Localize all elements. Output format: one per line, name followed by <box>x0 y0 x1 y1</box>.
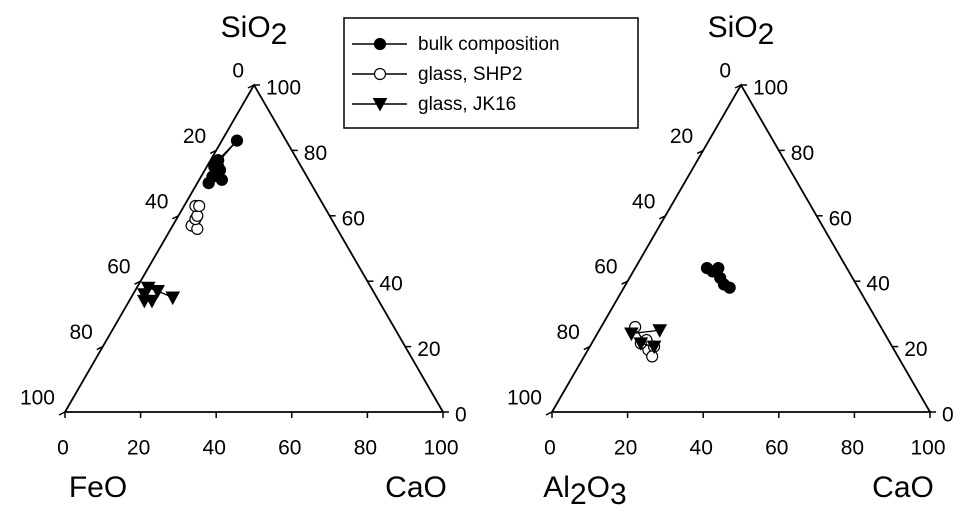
bottom-tick-label: 100 <box>423 437 458 460</box>
left-tick-label: 20 <box>670 125 693 148</box>
left-tick-label: 20 <box>183 125 206 148</box>
right-tick-label: 20 <box>904 338 927 361</box>
right-ternary: 0 0 0 20 20 20 40 40 40 60 60 60 80 80 80 100 100 100 SiO2… <box>507 11 954 511</box>
legend-entry: bulk composition <box>352 34 560 55</box>
right-tick-label: 40 <box>379 273 402 296</box>
bottom-tick-label: 20 <box>614 437 637 460</box>
left-axis-tick <box>172 215 179 220</box>
ternary-plots: 0 0 0 20 20 20 40 40 40 60 60 60 80 80 80 100 100 100 SiO2… <box>20 11 954 511</box>
data-point <box>208 160 221 173</box>
data-point <box>717 278 731 291</box>
legend-entry: glass, JK16 <box>352 94 516 115</box>
right-tick-label: 60 <box>342 207 365 230</box>
vertex-label-left: Al2O3 <box>543 471 626 511</box>
data-point <box>633 337 649 351</box>
bottom-tick-label: 60 <box>278 437 301 460</box>
legend-marker <box>373 67 387 81</box>
data-point <box>230 134 244 147</box>
series-2 <box>137 281 181 309</box>
vertex-label-top: SiO2 <box>708 11 775 51</box>
vertex-label-top: SiO2 <box>221 11 288 51</box>
data-point <box>191 222 204 235</box>
data-point <box>137 288 152 302</box>
left-tick-label: 0 <box>232 60 244 83</box>
left-tick-label: 100 <box>20 387 55 410</box>
legend-marker <box>372 98 388 112</box>
right-tick-label: 60 <box>829 207 852 230</box>
bottom-tick-label: 0 <box>544 437 556 460</box>
left-axis-tick <box>545 411 553 416</box>
series-0 <box>700 262 736 294</box>
series-line <box>631 329 660 335</box>
left-tick-label: 40 <box>632 190 655 213</box>
left-tick-label: 40 <box>145 190 168 213</box>
triangle-frame <box>550 83 932 413</box>
data-point <box>652 324 668 338</box>
legend-label: glass, SHP2 <box>418 64 523 85</box>
left-axis-tick <box>209 149 217 155</box>
vertex-label-right: CaO <box>385 471 447 504</box>
left-axis-tick <box>659 215 666 220</box>
data-point <box>646 350 659 363</box>
right-tick-label: 0 <box>942 404 954 427</box>
left-tick-label: 80 <box>69 321 92 344</box>
legend-marker <box>373 37 387 51</box>
bottom-tick-label: 20 <box>127 437 150 460</box>
bottom-tick-label: 80 <box>841 437 864 460</box>
data-point <box>140 281 156 296</box>
right-tick-label: 80 <box>304 142 327 165</box>
right-tick-label: 100 <box>266 77 301 100</box>
data-point <box>137 294 152 309</box>
bottom-tick-label: 80 <box>354 437 377 460</box>
left-axis-tick <box>247 84 255 89</box>
series-2 <box>624 324 668 355</box>
bottom-tick-label: 40 <box>203 437 226 460</box>
bottom-tick-label: 40 <box>690 437 713 460</box>
legend-label: glass, JK16 <box>418 94 516 115</box>
data-point <box>624 327 639 342</box>
left-axis-tick <box>734 84 742 89</box>
left-tick-label: 100 <box>507 387 542 410</box>
data-point <box>646 340 662 355</box>
right-tick-label: 80 <box>791 142 814 165</box>
vertex-label-left: FeO <box>69 471 127 504</box>
bottom-tick-label: 100 <box>910 437 945 460</box>
right-tick-label: 20 <box>417 338 440 361</box>
vertex-label-right: CaO <box>872 471 934 504</box>
series-0 <box>202 134 244 190</box>
left-tick-label: 60 <box>107 256 130 279</box>
data-point <box>150 285 165 299</box>
left-tick-label: 60 <box>594 256 617 279</box>
left-axis-tick <box>134 280 141 285</box>
legend: bulk composition glass, SHP2 glass, JK16 <box>343 17 639 129</box>
left-axis-tick <box>621 280 628 285</box>
left-axis-tick <box>583 345 591 351</box>
left-ternary: 0 0 0 20 20 20 40 40 40 60 60 60 80 80 80 100 100 100 SiO2… <box>20 11 467 504</box>
legend-label: bulk composition <box>418 34 560 55</box>
triangle-frame <box>63 83 445 413</box>
legend-box <box>343 17 639 129</box>
left-axis-tick <box>696 149 704 155</box>
left-axis-tick <box>96 345 104 351</box>
legend-entry: glass, SHP2 <box>352 64 523 85</box>
left-axis-tick <box>58 411 66 416</box>
bottom-tick-label: 60 <box>765 437 788 460</box>
right-tick-label: 100 <box>753 77 788 100</box>
right-tick-label: 0 <box>455 404 467 427</box>
data-point <box>193 199 206 213</box>
right-tick-label: 40 <box>866 273 889 296</box>
data-point <box>165 291 181 306</box>
left-tick-label: 0 <box>719 60 731 83</box>
left-tick-label: 80 <box>556 321 579 344</box>
bottom-tick-label: 0 <box>57 437 69 460</box>
series-1 <box>185 199 206 235</box>
data-point <box>191 209 204 222</box>
data-point <box>700 262 714 275</box>
